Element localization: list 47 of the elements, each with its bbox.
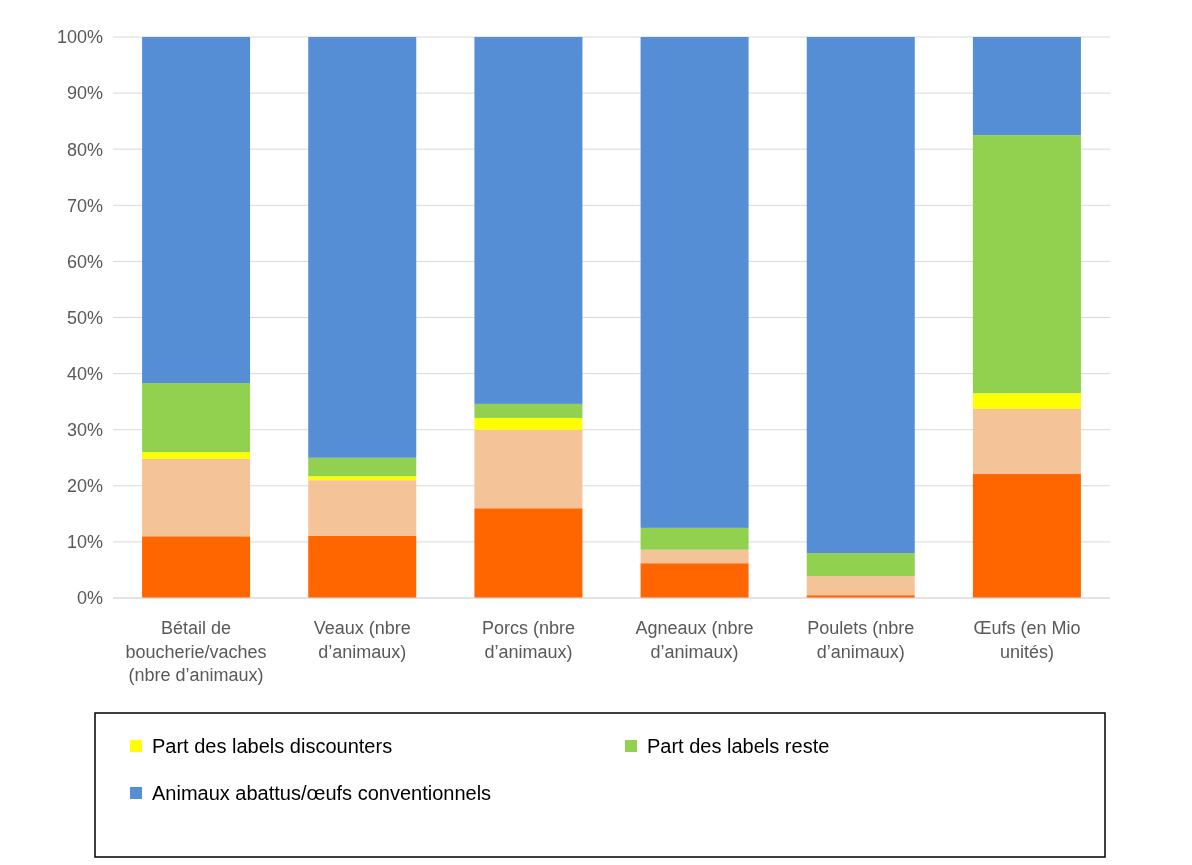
y-tick-label: 20% (66, 476, 103, 497)
bar (308, 476, 417, 481)
bar (640, 549, 749, 564)
bar (972, 135, 1081, 394)
bar (474, 403, 583, 418)
bar (806, 576, 915, 596)
legend-label: Animaux abattus/œufs conventionnels (152, 782, 492, 804)
y-tick-label: 80% (66, 139, 103, 160)
legend-label: Part des labels discounters (152, 735, 393, 757)
bar (142, 37, 251, 384)
y-tick-label: 100% (56, 27, 103, 48)
y-tick-label: 50% (66, 307, 103, 328)
bar (806, 553, 915, 577)
bar (972, 474, 1081, 598)
bar (308, 457, 417, 477)
bar (640, 37, 749, 528)
bar (640, 563, 749, 598)
y-tick-label: 70% (66, 195, 103, 216)
y-tick-label: 30% (66, 420, 103, 440)
y-tick-label: 0% (76, 588, 103, 609)
bar (308, 37, 417, 458)
y-tick-label: 90% (66, 83, 103, 104)
bar (142, 536, 251, 598)
bar (474, 429, 583, 509)
bar (142, 452, 251, 459)
bar (474, 417, 583, 430)
bar (972, 37, 1081, 136)
bar (806, 37, 915, 554)
bar (640, 527, 749, 550)
x-tick-label: Œufs (en Mio unités) (973, 618, 1081, 662)
x-tick-label: Poulets (nbre d’animaux) (807, 618, 915, 662)
x-tick-label: Bétail de boucherie/vaches (nbre d’animaux) (125, 618, 267, 685)
y-tick-label: 10% (66, 532, 103, 553)
x-tick-label: Agneaux (nbre d’animaux) (635, 618, 754, 662)
bar (972, 408, 1081, 475)
bar (474, 37, 583, 404)
x-tick-label: Veaux (nbre d’animaux) (313, 618, 411, 662)
bar (474, 508, 583, 598)
bar (972, 393, 1081, 409)
bar (142, 383, 251, 453)
bar (308, 535, 417, 598)
legend-label: Part des labels reste (647, 735, 830, 757)
y-tick-label: 60% (66, 251, 103, 272)
y-tick-label: 40% (66, 363, 103, 384)
x-tick-label: Porcs (nbre d’animaux) (481, 618, 575, 662)
bar (142, 458, 251, 537)
bar (308, 480, 417, 536)
